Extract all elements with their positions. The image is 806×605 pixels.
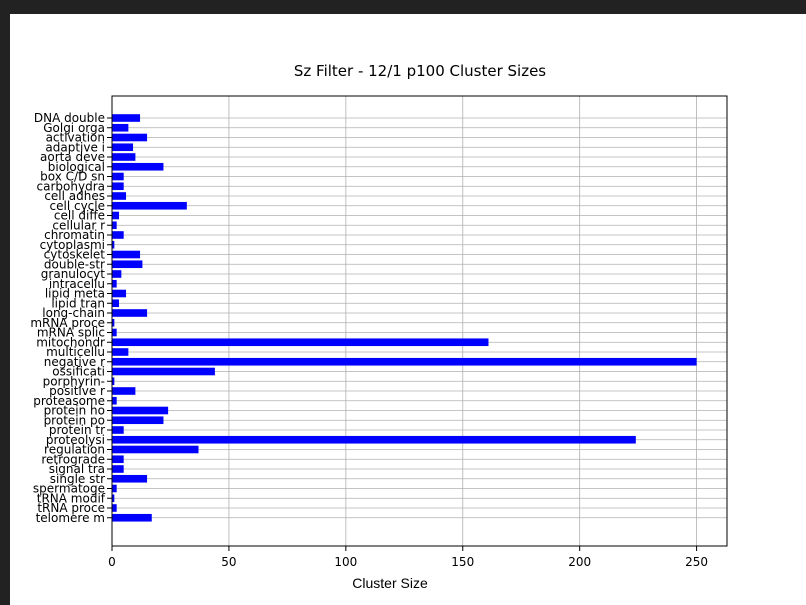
- y-tick-label: Golgi orga: [43, 121, 105, 135]
- y-tick-label: protein tr: [49, 423, 105, 437]
- bar: [112, 455, 124, 464]
- bar: [112, 231, 124, 239]
- y-tick-label: granulocyt: [41, 267, 105, 281]
- y-tick-label: DNA double: [34, 111, 105, 125]
- bar: [112, 338, 489, 347]
- y-tick-label: biological: [48, 160, 105, 174]
- y-tick-label: tRNA proce: [37, 501, 105, 515]
- bar: [112, 445, 199, 454]
- x-tick-label: 200: [568, 555, 591, 569]
- y-tick-label: proteasome: [33, 394, 105, 408]
- bar: [112, 328, 117, 337]
- y-tick-label: mRNA splic: [37, 326, 105, 340]
- bar: [112, 406, 169, 415]
- bar: [112, 484, 117, 493]
- bar: [112, 153, 136, 161]
- y-tick-label: cellular r: [52, 218, 105, 232]
- bar: [112, 357, 697, 366]
- x-tick-label: 0: [108, 555, 116, 569]
- y-tick-label: activation: [46, 131, 105, 145]
- y-tick-label: proteolysi: [46, 433, 105, 447]
- y-tick-label: retrograde: [41, 452, 105, 466]
- bar-chart: Sz Filter - 12/1 p100 Cluster Sizes DNA …: [30, 62, 728, 591]
- bar: [112, 279, 117, 288]
- y-tick-label: carbohydra: [37, 179, 105, 193]
- y-tick-label: regulation: [44, 443, 105, 457]
- bar: [112, 211, 120, 220]
- bar: [112, 465, 124, 473]
- bar: [112, 435, 636, 444]
- chart-frame: Sz Filter - 12/1 p100 Cluster Sizes DNA …: [10, 14, 806, 605]
- bar: [112, 143, 134, 152]
- bar: [112, 201, 187, 210]
- bar: [112, 123, 129, 132]
- x-axis-label: Cluster Size: [352, 575, 428, 591]
- y-tick-label: aorta deve: [40, 150, 105, 164]
- bar: [112, 387, 136, 395]
- y-tick-label: box C/D sn: [40, 170, 105, 184]
- y-tick-label: long-chain: [42, 306, 105, 320]
- y-tick-label: chromatin: [44, 228, 105, 242]
- bar: [112, 474, 148, 483]
- plot-area-border: [111, 95, 728, 547]
- y-tick-label: multicellu: [46, 345, 105, 359]
- bar: [112, 416, 164, 425]
- y-tick-label: cell adhes: [44, 189, 105, 203]
- bar: [112, 289, 127, 298]
- y-tick-label: cytoskelet: [44, 248, 106, 262]
- bar: [112, 270, 122, 278]
- bar: [112, 494, 115, 503]
- y-tick-label: mitochondr: [36, 335, 105, 349]
- x-tick-label: 100: [334, 555, 357, 569]
- x-tick-label: 250: [685, 555, 708, 569]
- y-tick-label: protein po: [44, 413, 105, 427]
- y-tick-label: signal tra: [49, 462, 105, 476]
- y-tick-label: protein ho: [44, 404, 105, 418]
- y-tick-label: negative r: [44, 355, 105, 369]
- x-axis-ticks: 0 50 100 150 200 250: [108, 546, 708, 569]
- bar: [112, 240, 115, 249]
- bar-layer: [112, 114, 697, 522]
- y-tick-label: ossificati: [52, 365, 105, 379]
- chart-title: Sz Filter - 12/1 p100 Cluster Sizes: [294, 62, 546, 80]
- y-tick-label: porphyrin-: [43, 374, 105, 388]
- y-tick-label: adaptive i: [45, 140, 105, 154]
- y-tick-label: single str: [50, 472, 105, 486]
- y-tick-label: lipid tran: [51, 296, 105, 310]
- bar: [112, 250, 141, 259]
- y-tick-label: positive r: [49, 384, 105, 398]
- bar: [112, 377, 115, 386]
- x-tick-label: 50: [221, 555, 236, 569]
- bar: [112, 396, 117, 405]
- bar: [112, 162, 164, 171]
- bar: [112, 114, 141, 122]
- y-tick-label: cell diffe: [54, 209, 105, 223]
- bar: [112, 426, 124, 434]
- bar: [112, 348, 129, 356]
- bar: [112, 172, 124, 181]
- y-tick-label: cell cycle: [50, 199, 105, 213]
- bar: [112, 513, 152, 522]
- x-tick-label: 150: [451, 555, 474, 569]
- y-tick-label: tRNA modif: [37, 491, 106, 505]
- y-tick-label: intracellu: [49, 277, 105, 291]
- y-tick-label: lipid meta: [45, 287, 105, 301]
- grid-layer: [111, 96, 727, 546]
- y-tick-label: spermatoge: [33, 482, 105, 496]
- bar: [112, 504, 117, 512]
- bar: [112, 318, 115, 327]
- bar: [112, 309, 148, 317]
- bar: [112, 192, 127, 200]
- bar: [112, 133, 148, 142]
- bar: [112, 299, 120, 308]
- bar: [112, 221, 117, 230]
- bar: [112, 182, 124, 191]
- bar: [112, 367, 215, 376]
- y-tick-label: cytoplasmi: [40, 238, 105, 252]
- y-tick-label: double-str: [44, 257, 105, 271]
- y-tick-label: telomere m: [36, 511, 105, 525]
- bar: [112, 260, 143, 269]
- y-tick-label: mRNA proce: [30, 316, 105, 330]
